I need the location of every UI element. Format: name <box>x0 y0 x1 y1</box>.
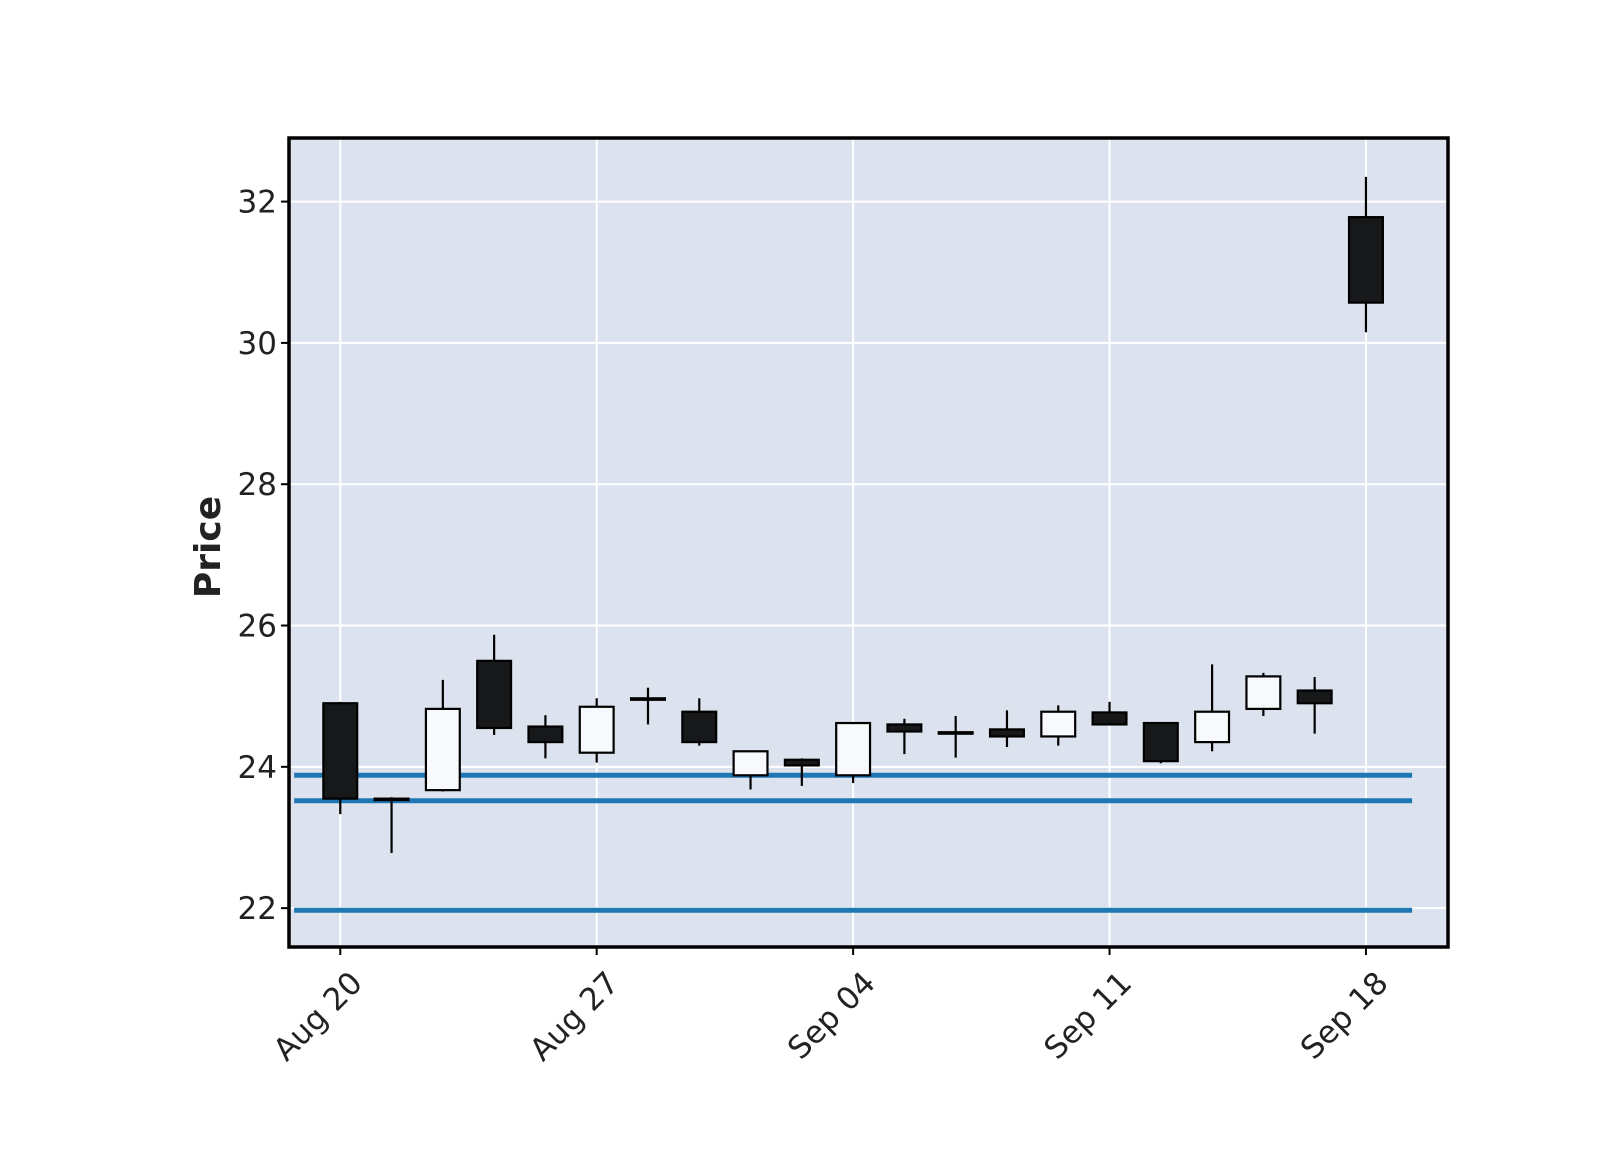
candle <box>681 698 718 746</box>
candle-body <box>1347 216 1384 304</box>
candle <box>1347 176 1384 333</box>
candle-body <box>732 750 769 777</box>
candle <box>1194 664 1231 752</box>
candle-body <box>629 697 667 701</box>
candle <box>1245 672 1282 716</box>
candle <box>937 715 974 758</box>
candle <box>424 679 461 792</box>
candle <box>373 797 410 854</box>
x-tick-label: Aug 27 <box>523 965 626 1068</box>
candle <box>527 715 564 759</box>
y-tick-label: 24 <box>238 750 277 786</box>
candle-body <box>424 707 461 792</box>
x-tick-label: Sep 18 <box>1294 965 1396 1067</box>
x-tick-label: Aug 20 <box>267 965 370 1068</box>
candle <box>578 698 615 763</box>
candle-body <box>373 797 410 802</box>
x-tick-label: Sep 04 <box>781 965 883 1067</box>
candle-body <box>1142 721 1179 763</box>
y-tick-label: 30 <box>238 326 277 362</box>
candle-body <box>476 659 513 730</box>
y-tick-label: 26 <box>238 609 277 645</box>
candle <box>783 758 820 786</box>
candle-body <box>1091 711 1128 726</box>
candle-body <box>783 758 820 767</box>
candle <box>1142 721 1179 764</box>
candle-body <box>681 710 718 744</box>
candle-body <box>937 731 974 735</box>
candle <box>835 721 872 784</box>
plot-frame <box>287 136 1450 949</box>
candle <box>629 687 667 725</box>
y-tick-label: 32 <box>238 185 277 221</box>
candle-body <box>322 702 359 800</box>
candle-body <box>578 705 615 754</box>
candles <box>322 176 1384 854</box>
candle-body <box>835 721 872 777</box>
candle <box>732 750 769 790</box>
candle-body <box>886 723 923 733</box>
candle-body <box>1245 675 1282 710</box>
y-axis-ticks: 22 24 26 28 30 32 <box>238 185 289 927</box>
candle <box>322 701 359 815</box>
plot-background <box>289 138 1448 947</box>
y-tick-label: 22 <box>238 891 277 927</box>
candle-body <box>988 728 1025 738</box>
y-tick-label: 28 <box>238 467 277 503</box>
candle <box>1296 677 1333 734</box>
candle-body <box>1040 710 1077 738</box>
candle-body <box>1194 710 1231 744</box>
candle-body <box>527 725 564 744</box>
candle <box>1091 701 1128 726</box>
candle <box>1040 705 1077 746</box>
x-tick-label: Sep 11 <box>1037 965 1139 1067</box>
candle-body <box>1296 689 1333 705</box>
x-axis-ticks: Aug 20 Aug 27 Sep 04 Sep 11 Sep 18 <box>267 947 1396 1068</box>
candle <box>476 634 513 736</box>
candle <box>886 718 923 755</box>
y-axis-label: Price <box>188 496 229 598</box>
candle <box>988 710 1025 748</box>
